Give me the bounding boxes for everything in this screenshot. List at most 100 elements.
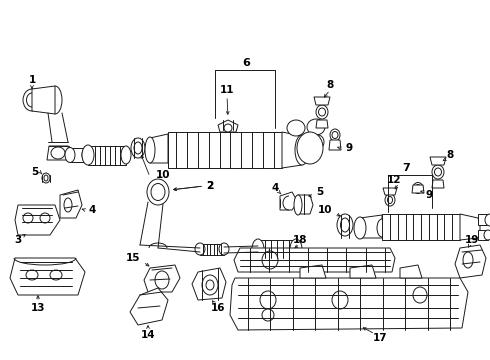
Polygon shape (300, 265, 326, 278)
Text: 15: 15 (125, 253, 140, 263)
Text: 16: 16 (211, 303, 225, 313)
Ellipse shape (295, 135, 309, 165)
Polygon shape (144, 265, 180, 292)
Text: 13: 13 (31, 303, 45, 313)
Polygon shape (314, 97, 330, 105)
Ellipse shape (26, 270, 38, 280)
Text: 5: 5 (31, 167, 38, 177)
Ellipse shape (42, 173, 50, 183)
Text: 14: 14 (141, 330, 155, 340)
Ellipse shape (82, 145, 94, 165)
Polygon shape (329, 140, 341, 150)
Ellipse shape (413, 287, 427, 303)
Text: 12: 12 (387, 175, 401, 185)
Text: 4: 4 (88, 205, 96, 215)
Polygon shape (88, 146, 126, 165)
Polygon shape (412, 185, 424, 193)
Ellipse shape (224, 124, 232, 132)
Text: 10: 10 (318, 205, 332, 215)
Text: 1: 1 (28, 75, 36, 85)
Ellipse shape (354, 217, 366, 239)
Ellipse shape (484, 230, 490, 240)
Ellipse shape (413, 183, 423, 194)
Polygon shape (258, 240, 296, 258)
Ellipse shape (131, 138, 145, 158)
Ellipse shape (147, 179, 169, 205)
Polygon shape (32, 86, 55, 114)
Ellipse shape (312, 135, 324, 149)
Text: 17: 17 (373, 333, 387, 343)
Text: 18: 18 (293, 235, 307, 245)
Polygon shape (400, 265, 422, 278)
Ellipse shape (330, 129, 340, 141)
Ellipse shape (416, 185, 420, 192)
Polygon shape (360, 215, 382, 238)
Ellipse shape (134, 142, 142, 154)
Ellipse shape (206, 280, 214, 290)
Ellipse shape (50, 270, 62, 280)
Polygon shape (455, 245, 486, 278)
Polygon shape (350, 265, 376, 278)
Text: 9: 9 (345, 143, 352, 153)
Text: 6: 6 (242, 58, 250, 68)
Ellipse shape (23, 89, 41, 111)
Text: 3: 3 (14, 235, 22, 245)
Polygon shape (15, 205, 60, 235)
Ellipse shape (23, 213, 33, 223)
Polygon shape (60, 190, 82, 218)
Ellipse shape (260, 291, 276, 309)
Polygon shape (432, 180, 444, 188)
Ellipse shape (485, 214, 490, 226)
Text: 9: 9 (426, 190, 433, 200)
Text: 8: 8 (326, 80, 334, 90)
Text: 5: 5 (316, 187, 323, 197)
Ellipse shape (332, 291, 348, 309)
Polygon shape (168, 132, 282, 168)
Polygon shape (230, 278, 468, 330)
Polygon shape (218, 120, 238, 132)
Ellipse shape (341, 218, 349, 232)
Ellipse shape (44, 175, 48, 181)
Ellipse shape (332, 131, 338, 139)
Ellipse shape (219, 243, 229, 255)
Polygon shape (316, 120, 328, 128)
Ellipse shape (463, 252, 473, 268)
Polygon shape (280, 192, 298, 210)
Polygon shape (478, 214, 490, 225)
Text: 2: 2 (206, 181, 214, 191)
Ellipse shape (151, 184, 165, 201)
Polygon shape (192, 268, 226, 300)
Ellipse shape (195, 243, 205, 255)
Polygon shape (298, 195, 313, 214)
Ellipse shape (432, 165, 444, 179)
Ellipse shape (64, 198, 72, 212)
Ellipse shape (307, 119, 325, 135)
Ellipse shape (318, 108, 325, 116)
Ellipse shape (121, 146, 131, 164)
Ellipse shape (145, 137, 155, 163)
Polygon shape (70, 148, 88, 162)
Ellipse shape (385, 194, 395, 206)
Ellipse shape (82, 147, 94, 163)
Polygon shape (234, 248, 395, 272)
Ellipse shape (316, 105, 328, 119)
Text: 7: 7 (402, 163, 410, 173)
Text: 19: 19 (465, 235, 479, 245)
Polygon shape (130, 288, 168, 325)
Polygon shape (47, 146, 70, 160)
Ellipse shape (262, 309, 274, 321)
Polygon shape (150, 134, 168, 163)
Polygon shape (382, 214, 460, 240)
Text: 10: 10 (156, 170, 170, 180)
Ellipse shape (287, 120, 305, 136)
Ellipse shape (262, 251, 278, 269)
Ellipse shape (202, 275, 218, 295)
Text: 2: 2 (206, 181, 214, 191)
Ellipse shape (337, 214, 353, 236)
Ellipse shape (290, 239, 302, 259)
Ellipse shape (252, 239, 264, 259)
Ellipse shape (377, 219, 387, 237)
Ellipse shape (26, 93, 38, 107)
Text: 11: 11 (220, 85, 234, 95)
Polygon shape (282, 132, 302, 168)
